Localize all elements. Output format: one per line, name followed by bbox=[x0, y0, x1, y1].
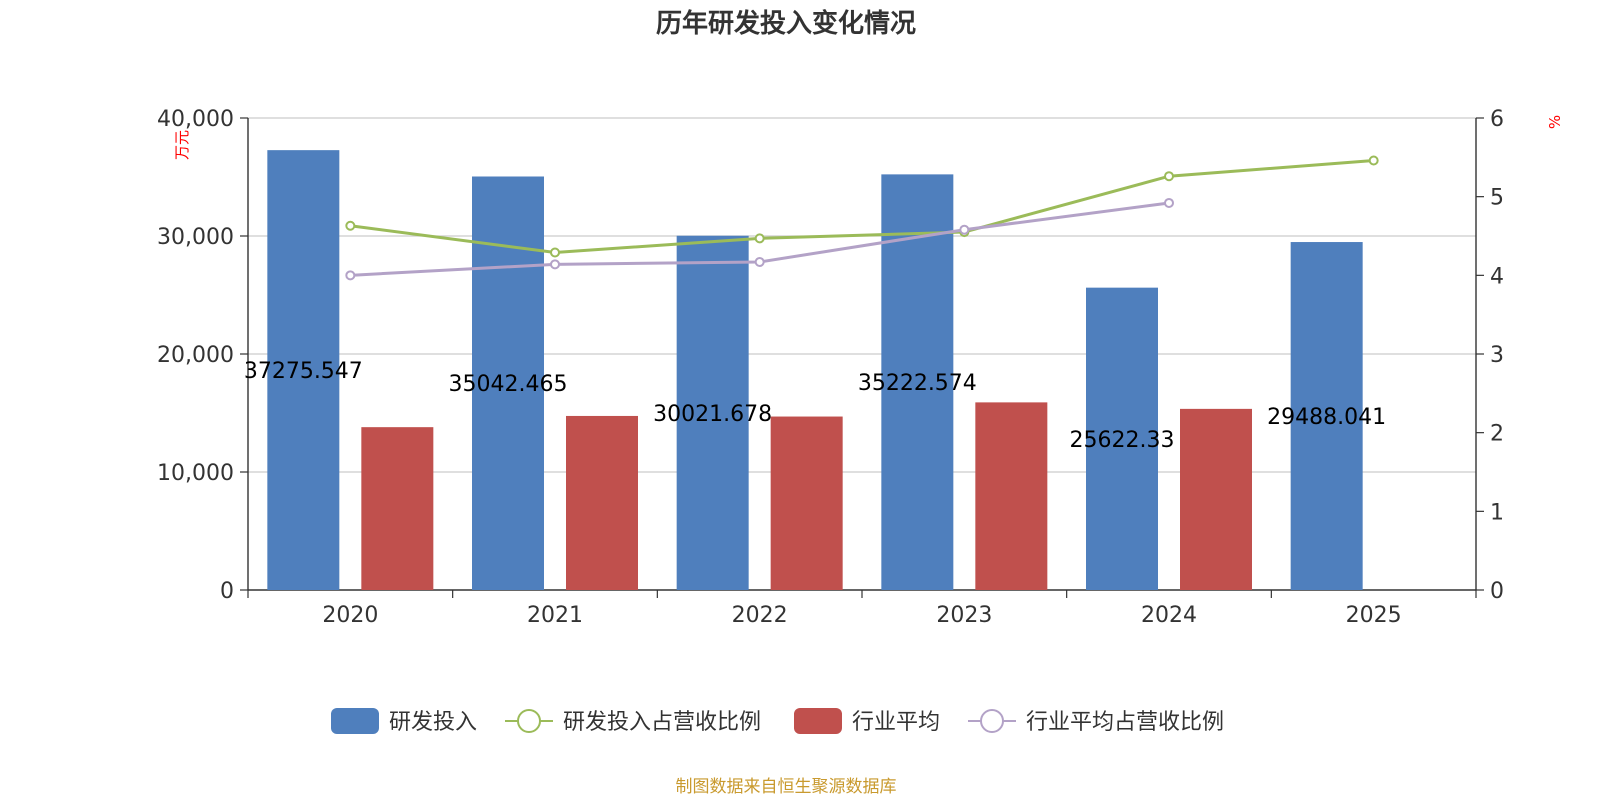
x-axis-tick-label: 2021 bbox=[527, 603, 583, 628]
legend-label: 研发投入占营收比例 bbox=[563, 710, 761, 735]
rd-investment-bar bbox=[267, 150, 340, 590]
source-note: 制图数据来自恒生聚源数据库 bbox=[676, 777, 897, 797]
right-axis-tick-label: 6 bbox=[1490, 107, 1504, 132]
rd-investment-data-label: 37275.547 bbox=[244, 359, 363, 384]
rd-ratio-point bbox=[345, 220, 356, 231]
industry-average-bar bbox=[361, 427, 434, 590]
left-axis-unit: 万元 bbox=[173, 130, 191, 160]
rd-investment-data-label: 35042.465 bbox=[449, 372, 568, 397]
legend: 研发投入 研发投入占营收比例 行业平均 行业平均占营收比例 bbox=[331, 708, 1224, 735]
x-axis-tick-label: 2022 bbox=[732, 603, 788, 628]
industry-average-bar bbox=[1180, 408, 1252, 590]
lines bbox=[345, 155, 1379, 281]
x-axis-tick-label: 2020 bbox=[322, 603, 378, 628]
rd-investment-data-label: 25622.33 bbox=[1070, 428, 1175, 453]
industry-average-bar bbox=[770, 416, 843, 590]
rd-ratio-point bbox=[550, 247, 560, 258]
industry-ratio-point bbox=[959, 224, 970, 235]
industry-ratio-point bbox=[550, 259, 560, 270]
x-axis-tick-label: 2024 bbox=[1141, 603, 1197, 628]
right-axis-tick-label: 1 bbox=[1490, 500, 1504, 525]
left-axis-tick-label: 10,000 bbox=[157, 461, 234, 486]
left-axis-tick-label: 40,000 bbox=[157, 107, 234, 132]
industry-average-bar bbox=[566, 415, 638, 590]
rd-investment-bar bbox=[1086, 287, 1158, 590]
rd-investment-data-label: 35222.574 bbox=[858, 371, 977, 396]
legend-label: 研发投入 bbox=[389, 710, 477, 735]
bars bbox=[267, 150, 1363, 591]
rd-investment-data-label: 30021.678 bbox=[653, 402, 772, 427]
chart-title: 历年研发投入变化情况 bbox=[656, 8, 916, 39]
right-axis-unit: % bbox=[1546, 115, 1564, 129]
right-axis-tick-label: 0 bbox=[1490, 579, 1504, 604]
rd-investment-bar bbox=[676, 235, 749, 590]
industry-ratio-point bbox=[345, 270, 356, 281]
data-labels: 37275.547 35042.465 30021.678 35222.574 2562… bbox=[244, 359, 1386, 453]
rd-ratio-point bbox=[754, 233, 765, 244]
rd-ratio-line bbox=[350, 158, 1374, 255]
right-axis-tick-label: 4 bbox=[1490, 264, 1504, 289]
legend-swatch-bar bbox=[331, 708, 379, 734]
legend-swatch-marker bbox=[517, 709, 541, 733]
left-axis-tick-label: 0 bbox=[220, 579, 234, 604]
industry-ratio-point bbox=[1164, 197, 1174, 208]
legend-swatch-bar bbox=[794, 708, 842, 734]
axes: 0 10,000 20,000 30,000 40,000 0 1 2 3 4 5 6 2020 2021… bbox=[157, 107, 1504, 628]
x-axis-tick-label: 2023 bbox=[936, 603, 992, 628]
x-axis-tick-label: 2025 bbox=[1346, 603, 1402, 628]
industry-average-bar bbox=[975, 402, 1048, 590]
rd-ratio-point bbox=[1164, 171, 1174, 182]
legend-label: 行业平均占营收比例 bbox=[1026, 710, 1224, 735]
left-axis-tick-label: 20,000 bbox=[157, 343, 234, 368]
right-axis-tick-label: 5 bbox=[1490, 186, 1504, 211]
legend-swatch-marker bbox=[980, 709, 1004, 733]
rd-investment-data-label: 29488.041 bbox=[1267, 405, 1386, 430]
right-axis-tick-label: 2 bbox=[1490, 422, 1504, 447]
right-axis-tick-label: 3 bbox=[1490, 343, 1504, 368]
industry-ratio-point bbox=[754, 256, 765, 267]
legend-label: 行业平均 bbox=[852, 710, 940, 735]
rd-investment-bar bbox=[1290, 242, 1363, 590]
rd-ratio-point bbox=[1368, 155, 1379, 166]
rd-investment-bar bbox=[881, 174, 954, 590]
left-axis-tick-label: 30,000 bbox=[157, 225, 234, 250]
